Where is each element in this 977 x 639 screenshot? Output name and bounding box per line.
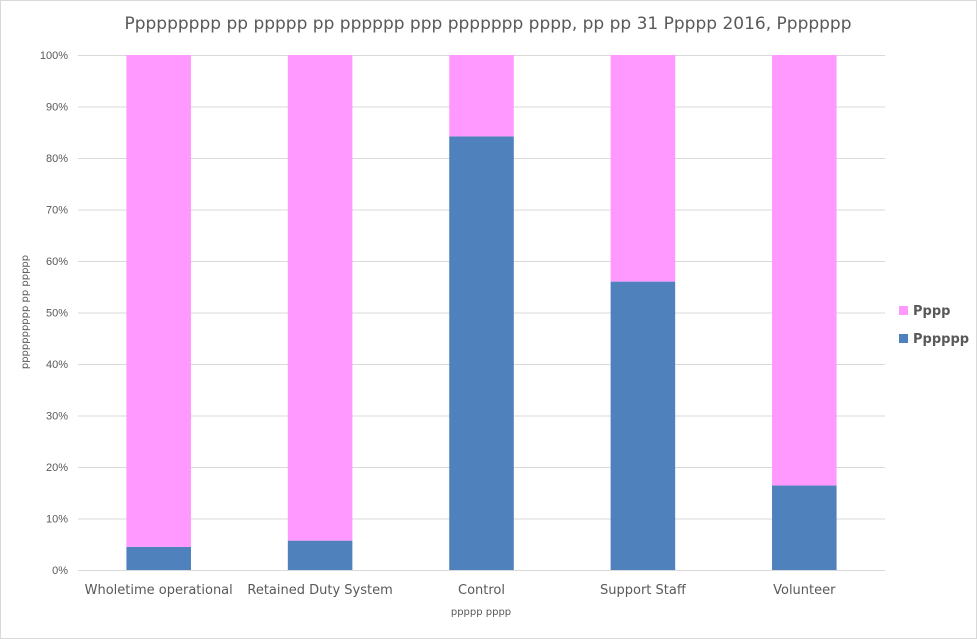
- bar-pppp-1: [287, 55, 353, 541]
- bar-pppp-2: [449, 55, 514, 137]
- y-tick-label: 20%: [46, 462, 68, 474]
- legend-swatch-pppppp: [899, 334, 908, 343]
- bar-pppp-0: [126, 55, 191, 547]
- y-axis-ticks: 0% 10% 20% 30% 40% 50% 60% 70% 80% 90% 100%: [40, 50, 68, 577]
- bar-pppppp-0: [126, 546, 191, 570]
- chart-title: Ppppppppp pp ppppp pp pppppp ppp ppppppp…: [124, 14, 851, 34]
- legend: Pppp Pppppp: [899, 304, 969, 347]
- y-tick-label: 40%: [46, 359, 68, 371]
- y-tick-label: 30%: [46, 411, 68, 423]
- y-tick-label: 50%: [46, 308, 68, 320]
- bars: [126, 55, 837, 570]
- bar-pppppp-2: [449, 136, 514, 570]
- y-tick-label: 60%: [46, 256, 68, 268]
- y-tick-label: 10%: [46, 514, 68, 526]
- y-tick-label: 90%: [46, 102, 68, 114]
- y-tick-label: 80%: [46, 153, 68, 165]
- legend-label-pppp: Pppp: [913, 304, 950, 319]
- bar-pppppp-3: [610, 281, 676, 570]
- bar-pppppp-1: [287, 540, 353, 570]
- x-tick-label: Wholetime operational: [85, 583, 233, 598]
- legend-swatch-pppp: [899, 306, 908, 315]
- y-tick-label: 100%: [40, 50, 68, 62]
- x-tick-label: Support Staff: [600, 583, 687, 598]
- y-axis-label: pppppppppp pp ppppp: [20, 255, 31, 369]
- bar-pppp-3: [610, 55, 676, 282]
- x-tick-label: Retained Duty System: [247, 583, 392, 598]
- bar-pppppp-4: [772, 485, 837, 570]
- x-axis-label: ppppp pppp: [451, 607, 511, 618]
- bar-pppp-4: [772, 55, 837, 486]
- x-tick-label: Volunteer: [773, 583, 836, 598]
- x-axis-ticks: Wholetime operational Retained Duty Syste…: [85, 583, 837, 598]
- y-tick-label: 0%: [52, 565, 68, 577]
- legend-label-pppppp: Pppppp: [913, 332, 969, 347]
- y-tick-label: 70%: [46, 205, 68, 217]
- x-tick-label: Control: [458, 583, 505, 598]
